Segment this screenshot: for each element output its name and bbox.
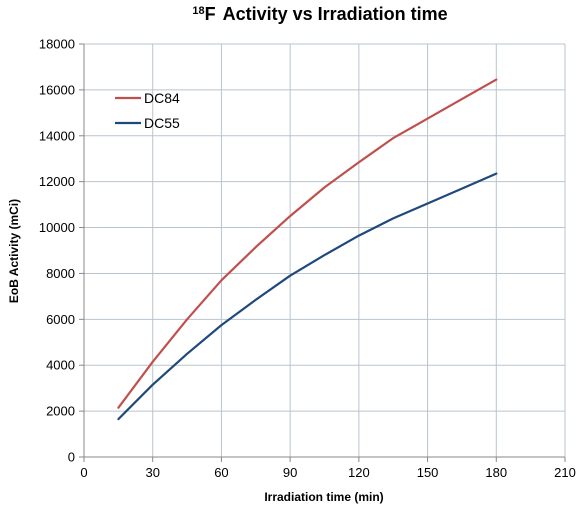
series-line-dc84	[117, 78, 498, 409]
y-axis-label: EoB Activity (mCi)	[7, 199, 21, 303]
grid	[84, 43, 566, 457]
x-tick-label: 150	[417, 465, 439, 480]
chart-title: 18F Activity vs Irradiation time	[192, 4, 447, 24]
x-tick-label: 180	[485, 465, 507, 480]
x-tick-label: 60	[214, 465, 228, 480]
legend-label-dc84: DC84	[144, 90, 180, 106]
x-tick-label: 210	[554, 465, 576, 480]
legend-label-dc55: DC55	[144, 115, 180, 131]
y-tick-label: 14000	[39, 128, 75, 143]
y-tick-label: 8000	[46, 266, 75, 281]
title-isotope-symbol: F	[205, 4, 216, 24]
series-line-dc55	[117, 172, 498, 421]
x-axis-label: Irradiation time (min)	[264, 490, 383, 504]
y-tick-label: 4000	[46, 358, 75, 373]
tick-labels: 0 30 60 90 120 150 180 210 0 2000 4000 6000 8000 1000…	[39, 37, 576, 481]
x-tick-label: 30	[145, 465, 159, 480]
x-tick-label: 120	[348, 465, 370, 480]
axes	[79, 43, 566, 462]
y-tick-label: 2000	[46, 404, 75, 419]
y-tick-label: 6000	[46, 312, 75, 327]
y-tick-label: 18000	[39, 37, 75, 52]
legend: DC84 DC55	[115, 90, 180, 131]
title-isotope-mass: 18	[192, 5, 204, 17]
x-tick-label: 90	[283, 465, 297, 480]
series-lines	[117, 78, 498, 421]
x-tick-label: 0	[80, 465, 87, 480]
y-tick-label: 0	[68, 450, 75, 465]
y-tick-label: 10000	[39, 220, 75, 235]
y-tick-label: 16000	[39, 82, 75, 97]
title-rest: Activity vs Irradiation time	[223, 4, 448, 24]
y-tick-label: 12000	[39, 174, 75, 189]
